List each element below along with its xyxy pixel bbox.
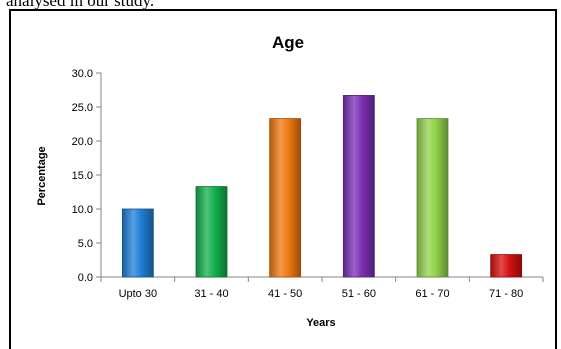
bar-41-50: [269, 118, 302, 278]
bar-71-80: [490, 254, 523, 278]
x-tick-label: 71 - 80: [489, 288, 523, 300]
chart-title: Age: [272, 33, 304, 52]
x-tick-label: 61 - 70: [415, 288, 449, 300]
x-tick-label: Upto 30: [119, 288, 158, 300]
y-tick-label: 30.0: [72, 68, 93, 80]
y-tick-label: 5.0: [78, 238, 93, 250]
x-tick-label: 41 - 50: [268, 288, 302, 300]
y-axis-label: Percentage: [36, 146, 48, 205]
bar-upto30: [121, 208, 154, 278]
x-tick-label: 31 - 40: [194, 288, 228, 300]
bar-chart: Age Percentage Years 0.0 5.0 10.0 15.0 20.0 2…: [36, 33, 544, 329]
x-axis-label: Years: [306, 317, 335, 329]
y-tick-label: 20.0: [72, 136, 93, 148]
bar-61-70: [416, 118, 449, 278]
y-tick-label: 10.0: [72, 204, 93, 216]
body-text-fragment: analysed in our study.: [6, 0, 155, 10]
x-tick-label: 51 - 60: [342, 288, 376, 300]
y-tick-label: 0.0: [78, 272, 93, 284]
bar-31-40: [195, 186, 228, 278]
y-tick-label: 25.0: [72, 102, 93, 114]
y-tick-label: 15.0: [72, 170, 93, 182]
bar-51-60: [342, 95, 375, 278]
